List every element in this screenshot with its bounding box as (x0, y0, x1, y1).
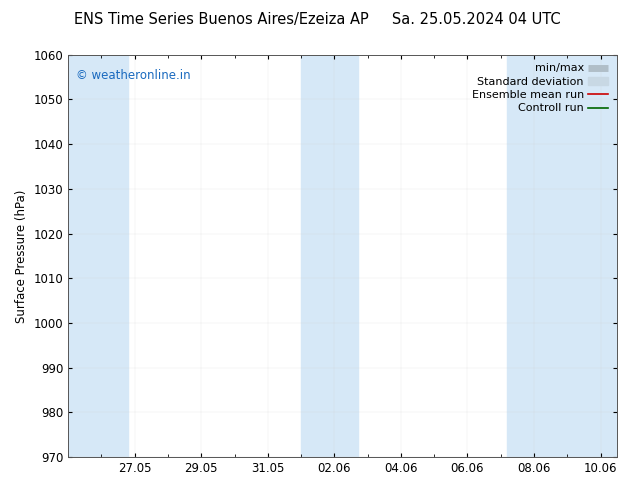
Legend: min/max, Standard deviation, Ensemble mean run, Controll run: min/max, Standard deviation, Ensemble me… (469, 60, 612, 117)
Bar (507, 54, 617, 457)
Bar (301, 54, 358, 457)
Y-axis label: Surface Pressure (hPa): Surface Pressure (hPa) (15, 189, 28, 322)
Text: ENS Time Series Buenos Aires/Ezeiza AP     Sa. 25.05.2024 04 UTC: ENS Time Series Buenos Aires/Ezeiza AP S… (74, 12, 560, 27)
Text: © weatheronline.in: © weatheronline.in (77, 69, 191, 82)
Bar (68, 54, 128, 457)
